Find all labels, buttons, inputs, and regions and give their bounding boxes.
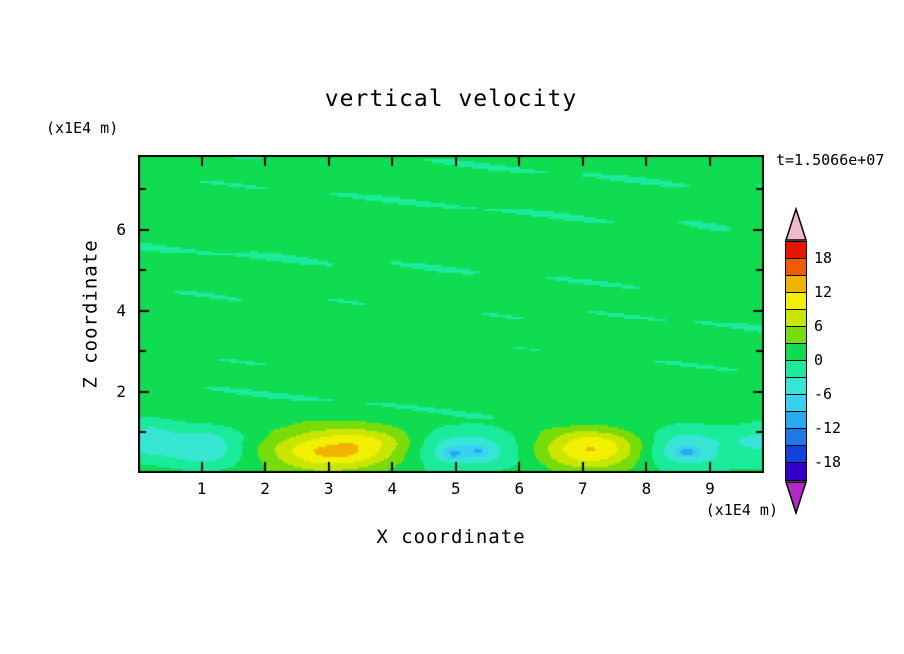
colorbar-tick-label: 18	[814, 249, 833, 267]
x-tick-label: 8	[641, 479, 652, 498]
colorbar-segment	[786, 310, 806, 327]
y-axis-title-text: Z coordinate	[80, 239, 102, 389]
colorbar-segment	[786, 463, 806, 480]
plot-title: vertical velocity	[324, 86, 578, 112]
colorbar-tick-label: -12	[814, 419, 842, 437]
colorbar-under-arrow-icon	[784, 481, 808, 515]
colorbar-segment	[786, 395, 806, 412]
x-axis-unit-label: (x1E4 m)	[705, 501, 778, 519]
colorbar-tick-label: -18	[814, 453, 842, 471]
colorbar-segment	[786, 242, 806, 259]
y-axis-unit-label: (x1E4 m)	[46, 119, 119, 137]
colorbar	[785, 241, 807, 481]
colorbar-tick-label: 6	[814, 317, 824, 335]
colorbar-segment	[786, 412, 806, 429]
colorbar-segment	[786, 361, 806, 378]
x-tick-label: 7	[578, 479, 588, 498]
colorbar-segment	[786, 276, 806, 293]
z-tick-label: 2	[116, 381, 126, 401]
x-tick-label: 2	[260, 479, 270, 498]
x-tick-label: 5	[450, 479, 461, 498]
time-label: t=1.5066e+07	[776, 151, 885, 169]
colorbar-segment	[786, 429, 806, 446]
contour-plot-canvas	[138, 155, 764, 473]
x-tick-label: 4	[387, 479, 398, 498]
colorbar-over-arrow-icon	[784, 207, 808, 241]
x-tick-label: 1	[196, 479, 207, 498]
z-tick-label: 6	[116, 219, 126, 239]
colorbar-segment	[786, 344, 806, 361]
colorbar-segment	[786, 327, 806, 344]
colorbar-segment	[786, 293, 806, 310]
colorbar-segment	[786, 446, 806, 463]
x-axis-title: X coordinate	[376, 526, 526, 548]
x-tick-label: 3	[323, 479, 334, 498]
x-tick-label: 9	[705, 479, 715, 498]
colorbar-segment	[786, 259, 806, 276]
colorbar-tick-label: 12	[814, 283, 833, 301]
x-tick-label: 6	[514, 479, 525, 498]
colorbar-tick-label: 0	[814, 351, 824, 369]
colorbar-tick-label: -6	[814, 385, 833, 403]
z-tick-label: 4	[116, 300, 126, 320]
colorbar-segment	[786, 378, 806, 395]
